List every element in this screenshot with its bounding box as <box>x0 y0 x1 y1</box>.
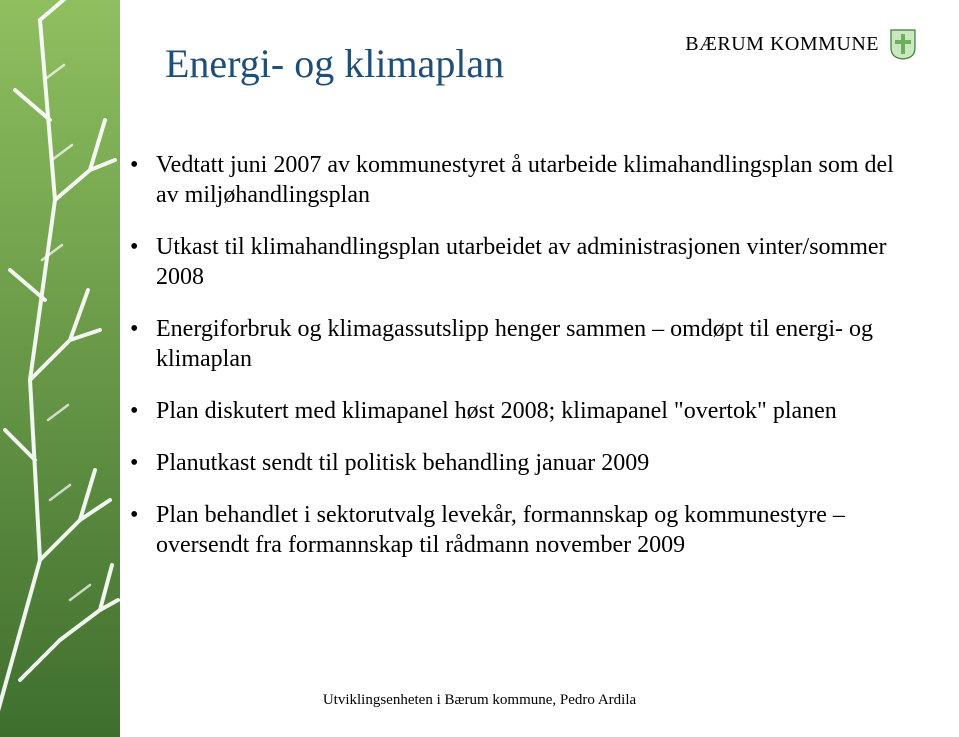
bullet-item: Plan behandlet i sektorutvalg levekår, f… <box>130 500 899 560</box>
bullet-item: Energiforbruk og klimagassutslipp henger… <box>130 314 899 374</box>
bullet-text: Plan diskutert med klimapanel høst 2008;… <box>156 398 837 424</box>
side-art-svg <box>0 0 120 737</box>
bullet-list: Vedtatt juni 2007 av kommunestyret å uta… <box>130 150 899 560</box>
bullet-text: Utkast til klimahandlingsplan utarbeidet… <box>156 234 887 290</box>
bullet-item: Utkast til klimahandlingsplan utarbeidet… <box>130 232 899 292</box>
bullet-item: Plan diskutert med klimapanel høst 2008;… <box>130 396 899 426</box>
slide: BÆRUM KOMMUNE Energi- og klimaplan Vedta… <box>0 0 959 737</box>
content-area: Vedtatt juni 2007 av kommunestyret å uta… <box>130 150 899 582</box>
side-art-bg <box>0 0 120 737</box>
bullet-text: Energiforbruk og klimagassutslipp henger… <box>156 316 873 372</box>
page-title: Energi- og klimaplan <box>165 40 504 87</box>
bullet-text: Vedtatt juni 2007 av kommunestyret å uta… <box>156 152 894 208</box>
bullet-text: Planutkast sendt til politisk behandling… <box>156 450 649 476</box>
bullet-item: Planutkast sendt til politisk behandling… <box>130 448 899 478</box>
bullet-text: Plan behandlet i sektorutvalg levekår, f… <box>156 502 845 558</box>
brand-logo-icon <box>889 28 917 60</box>
footer-text: Utviklingsenheten i Bærum kommune, Pedro… <box>0 692 959 709</box>
bullet-item: Vedtatt juni 2007 av kommunestyret å uta… <box>130 150 899 210</box>
side-art <box>0 0 120 737</box>
brand-text: BÆRUM KOMMUNE <box>685 33 879 56</box>
header-brand: BÆRUM KOMMUNE <box>685 28 917 60</box>
